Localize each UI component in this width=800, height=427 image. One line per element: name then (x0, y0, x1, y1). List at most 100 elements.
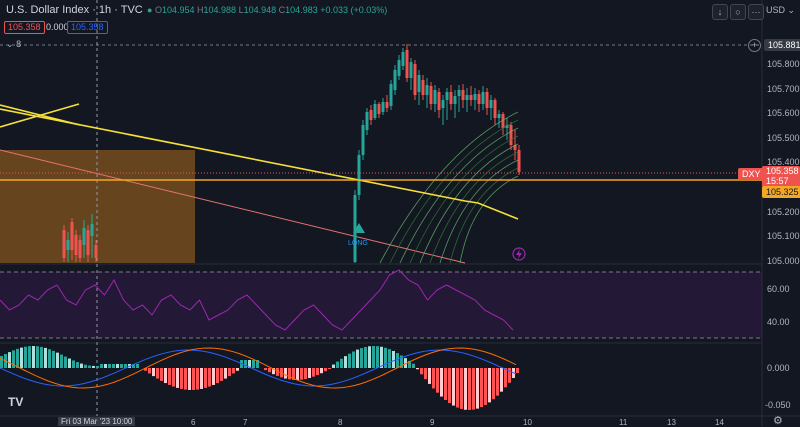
macd-bar (452, 368, 455, 406)
ribbon-line (439, 159, 519, 264)
candle-body (505, 125, 509, 128)
macd-bar (348, 353, 351, 368)
macd-bar (212, 368, 215, 385)
macd-bar (272, 368, 275, 375)
macd-bar (464, 368, 467, 410)
macd-bar (72, 360, 75, 368)
macd-bar (28, 346, 31, 368)
currency-label[interactable]: USD ⌄ (766, 5, 796, 15)
buy-button[interactable]: 105.358 (67, 21, 108, 34)
macd-bar (152, 368, 155, 377)
macd-bar (244, 360, 247, 368)
candle-body (377, 104, 381, 114)
macd-bar (44, 347, 47, 368)
macd-bar (412, 363, 415, 368)
time-label: 14 (715, 418, 724, 427)
macd-bar (440, 368, 443, 397)
candle-body (433, 90, 437, 104)
rsi-label: 40.00 (767, 317, 790, 327)
macd-bar (324, 368, 327, 372)
macd-bar (112, 364, 115, 368)
macd-bar (192, 368, 195, 390)
candle-body (493, 100, 497, 118)
price-label: 105.200 (767, 207, 800, 217)
candle-body (397, 60, 401, 76)
macd-bar (356, 349, 359, 368)
macd-bar (188, 368, 191, 390)
macd-bar (340, 358, 343, 368)
macd-bar (460, 368, 463, 409)
candle-body (425, 85, 429, 95)
candle-body (421, 80, 425, 95)
candle-body (457, 90, 461, 96)
macd-bar (424, 368, 427, 380)
candles (62, 44, 521, 263)
low-label: L (238, 5, 244, 15)
macd-bar (316, 368, 319, 376)
macd-bar (296, 368, 299, 380)
macd-bar (236, 368, 239, 371)
macd-bar (516, 368, 519, 374)
macd-bar (408, 360, 411, 368)
add-icon[interactable]: + (748, 39, 761, 52)
candle-body (477, 94, 481, 104)
macd-bar (116, 364, 119, 368)
candle-body (90, 224, 94, 236)
macd-bar (156, 368, 159, 379)
candle-body (365, 112, 369, 130)
arrow-down-icon[interactable]: ↓ (712, 4, 728, 20)
macd-bar (24, 346, 27, 368)
last-price: 105.358 (766, 166, 799, 176)
chevron-down-icon: ⌄ (787, 5, 796, 15)
time-label: 7 (243, 418, 248, 427)
circle-icon[interactable]: ○ (730, 4, 746, 20)
candle-body (517, 150, 521, 172)
lightning-icon[interactable] (512, 247, 526, 261)
long-signal-arrow-icon[interactable] (353, 223, 365, 233)
candle-body (385, 102, 389, 108)
candle-body (353, 195, 357, 262)
price-label: 105.000 (767, 256, 800, 266)
red-trendline[interactable] (0, 149, 466, 264)
macd-bar (76, 362, 79, 368)
candle-body (437, 92, 441, 110)
high-label: H (197, 5, 204, 15)
macd-line (0, 349, 517, 387)
yellow-trendline-long[interactable] (0, 108, 519, 220)
macd-bar (444, 368, 447, 401)
macd-bar (224, 368, 227, 379)
macd-bar (144, 368, 147, 371)
symbol-title[interactable]: U.S. Dollar Index · 1h · TVC (6, 4, 143, 16)
macd-bar (52, 350, 55, 368)
macd-bar (344, 356, 347, 368)
macd-bar (484, 368, 487, 405)
candle-body (489, 100, 493, 108)
candle-body (501, 114, 505, 128)
macd-bar (88, 365, 91, 368)
sell-button[interactable]: 105.358 (4, 21, 45, 34)
candle-body (441, 100, 445, 108)
macd-bar (500, 368, 503, 392)
indicators-toggle[interactable]: ⌄ 8 (6, 39, 21, 50)
more-icon[interactable]: ··· (748, 4, 764, 20)
low-value: 104.948 (243, 5, 277, 15)
macd-bar (184, 368, 187, 390)
macd-bar (208, 368, 211, 387)
candle-body (509, 125, 513, 145)
price-label: 105.100 (767, 231, 800, 241)
candle-body (381, 102, 385, 112)
macd-bar (380, 346, 383, 368)
macd-bar (372, 346, 375, 368)
gear-icon[interactable]: ⚙ (773, 415, 783, 427)
macd-bar (172, 368, 175, 387)
macd-bar (376, 346, 379, 368)
macd-bar (264, 368, 267, 371)
candle-body (361, 125, 365, 155)
line-price-marker: 105.325 (762, 186, 800, 198)
indicators-count: 8 (16, 39, 22, 49)
macd-bar (472, 368, 475, 410)
macd-bar (200, 368, 203, 389)
candle-body (485, 92, 489, 108)
macd-bar (0, 356, 3, 368)
